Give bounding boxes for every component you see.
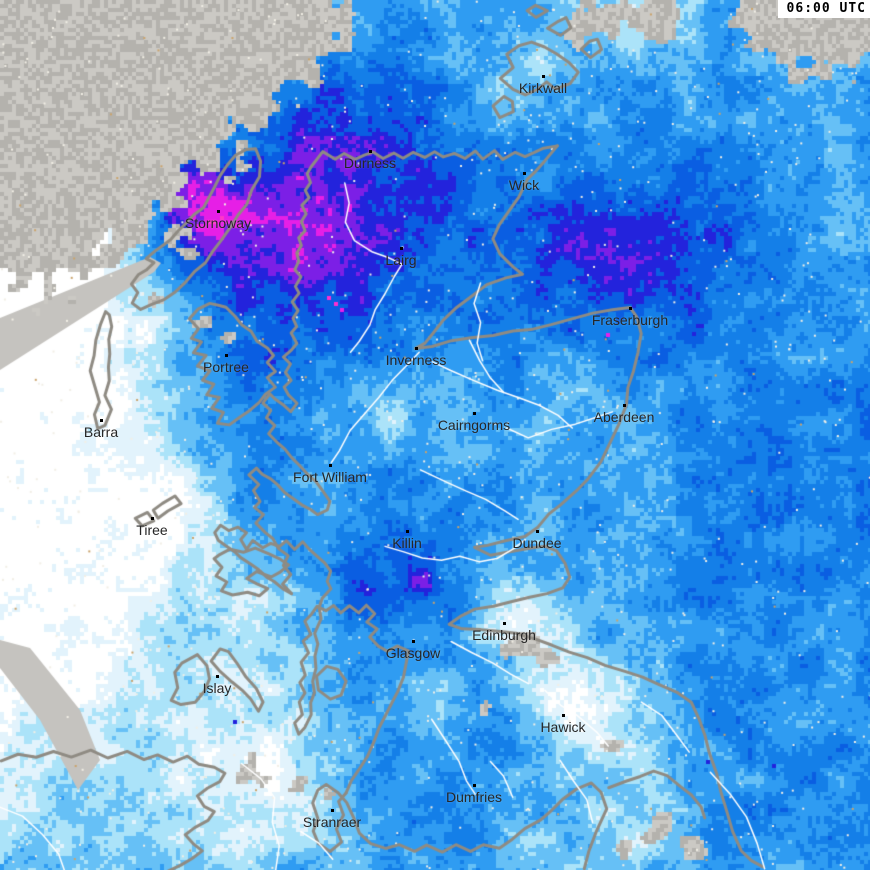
place-label: Aberdeen (593, 409, 655, 425)
place-label: Cairngorms (437, 417, 511, 433)
place-marker (331, 809, 334, 812)
place-label: Killin (392, 535, 422, 551)
place-marker (400, 247, 403, 250)
place-marker (629, 307, 632, 310)
place-marker (369, 150, 372, 153)
place-marker (415, 347, 418, 350)
place-label: Lairg (385, 252, 417, 268)
place-label: Fraserburgh (591, 312, 669, 328)
place-label: Barra (83, 424, 119, 440)
place-marker (542, 75, 545, 78)
place-label: Fort William (293, 469, 367, 485)
place-marker (329, 464, 332, 467)
place-label: Portree (203, 359, 249, 375)
place-marker (523, 172, 526, 175)
place-marker (623, 404, 626, 407)
place-label: Edinburgh (472, 627, 536, 643)
place-label: Hawick (540, 719, 586, 735)
place-marker (473, 412, 476, 415)
place-marker (503, 622, 506, 625)
place-label: Inverness (385, 352, 447, 368)
place-marker (225, 354, 228, 357)
place-label: Kirkwall (518, 80, 568, 96)
place-label: Islay (202, 680, 232, 696)
place-label: Durness (343, 155, 397, 171)
place-label: Glasgow (385, 645, 441, 661)
place-marker (412, 640, 415, 643)
place-marker (406, 530, 409, 533)
place-label: Tiree (136, 522, 168, 538)
place-marker (151, 517, 154, 520)
place-label: Dundee (512, 535, 562, 551)
timestamp-badge: 06:00 UTC (777, 0, 870, 18)
place-label: Stranraer (302, 814, 362, 830)
place-marker (562, 714, 565, 717)
place-label: Stornoway (184, 215, 252, 231)
place-label: Wick (508, 177, 540, 193)
place-label: Dumfries (445, 789, 503, 805)
place-marker (217, 210, 220, 213)
place-marker (536, 530, 539, 533)
place-marker (473, 784, 476, 787)
place-marker (100, 419, 103, 422)
place-marker (216, 675, 219, 678)
